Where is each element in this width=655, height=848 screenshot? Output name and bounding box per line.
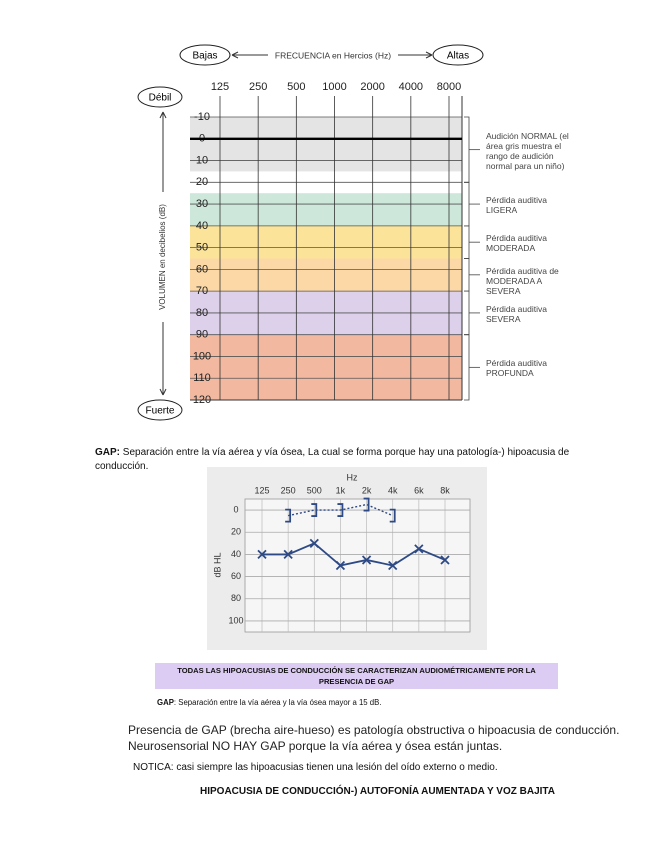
x-tick-label: 4k xyxy=(388,485,398,495)
band xyxy=(190,225,462,259)
x-tick-label: 500 xyxy=(287,81,305,93)
x-tick-label: 125 xyxy=(211,81,229,93)
gap-note: GAP: Separación entre la vía aérea y la … xyxy=(157,698,382,707)
y-tick-label: 80 xyxy=(196,307,208,319)
marker-x xyxy=(440,555,450,565)
band xyxy=(190,258,462,292)
x-tick-label: 500 xyxy=(307,485,322,495)
x-tick-label: 8k xyxy=(440,485,450,495)
highlight-box: TODAS LAS HIPOACUSIAS DE CONDUCCIÓN SE C… xyxy=(155,663,558,689)
y-tick-label: 70 xyxy=(196,285,208,297)
label-bg xyxy=(156,192,170,322)
gap-text: Separación entre la vía aérea y vía ósea… xyxy=(95,447,570,472)
band xyxy=(190,193,462,226)
label-ellipse xyxy=(179,44,231,66)
marker-bracket xyxy=(363,497,370,512)
marker-x xyxy=(309,538,319,548)
marker-bracket xyxy=(285,508,292,523)
y-tick-label: 10 xyxy=(196,154,208,166)
paragraph: Neurosensorial NO HAY GAP porque la vía … xyxy=(128,739,503,753)
y-tick-label: 110 xyxy=(193,372,211,384)
range-label: Pérdida auditiva MODERADA xyxy=(486,233,547,254)
x-tick-label: 2000 xyxy=(360,81,384,93)
y-tick-label: 100 xyxy=(193,350,211,362)
y-axis-label: VOLUMEN en decibelios (dB) xyxy=(158,204,167,310)
marker-bracket xyxy=(311,503,318,517)
marker-x xyxy=(361,555,372,565)
range-label: Pérdida auditiva LIGERA xyxy=(486,195,547,216)
range-bracket xyxy=(464,181,470,227)
y-top-label: Débil xyxy=(149,93,172,104)
range-label: Pérdida auditiva de MODERADA A SEVERA xyxy=(486,265,559,296)
range-bracket xyxy=(464,334,470,401)
x-tick-label: 250 xyxy=(281,485,296,495)
paragraph: Presencia de GAP (brecha aire-hueso) es … xyxy=(128,723,620,737)
note: NOTICA: casi siempre las hipoacusias tie… xyxy=(133,762,498,773)
marker-x xyxy=(335,560,346,571)
y-tick-label: 60 xyxy=(231,571,241,581)
y-tick-label: 20 xyxy=(231,527,241,537)
series-line xyxy=(287,503,393,517)
y-tick-label: 40 xyxy=(231,549,241,559)
y-tick-label: 90 xyxy=(196,329,208,341)
gap-term: GAP: xyxy=(95,447,120,458)
x-tick-label: 8000 xyxy=(437,81,461,93)
marker-x xyxy=(257,549,267,560)
y-tick-label: 20 xyxy=(196,176,208,188)
label-ellipse xyxy=(432,44,484,66)
y-tick-label: 60 xyxy=(196,263,208,275)
y-axis-label: dB HL xyxy=(212,552,222,577)
label-ellipse xyxy=(137,399,183,421)
gap-note-term: GAP xyxy=(157,698,174,707)
marker-bracket xyxy=(389,508,396,523)
x-tick-label: 6k xyxy=(414,485,424,495)
x-tick-label: 2k xyxy=(362,485,372,495)
x-tick-label: 125 xyxy=(254,485,269,495)
range-bracket xyxy=(464,116,470,183)
y-tick-label: 40 xyxy=(196,220,208,232)
range-label: Audición NORMAL (el área gris muestra el… xyxy=(486,131,569,171)
gap-note-text: : Separación entre la vía aérea y la vía… xyxy=(173,698,382,707)
chart-title: Hz xyxy=(347,472,358,482)
range-bracket xyxy=(464,225,470,259)
marker-x xyxy=(388,560,398,571)
paragraphs: Presencia de GAP (brecha aire-hueso) es … xyxy=(128,722,619,754)
x-tick-label: 250 xyxy=(249,81,267,93)
marker-bracket xyxy=(337,503,344,517)
marker-x xyxy=(283,549,293,560)
range-label: Pérdida auditiva PROFUNDA xyxy=(486,358,547,379)
plot-area xyxy=(244,498,471,633)
series-line xyxy=(262,542,446,567)
gap-definition: GAP: Separación entre la vía aérea y vía… xyxy=(95,446,595,474)
y-tick-label: 80 xyxy=(231,593,241,603)
band xyxy=(190,117,462,172)
y-bottom-label: Fuerte xyxy=(146,406,175,417)
range-bracket xyxy=(464,290,470,336)
y-tick-label: 50 xyxy=(196,242,208,254)
range-label: Pérdida auditiva SEVERA xyxy=(486,303,547,324)
x-tick-label: 1000 xyxy=(322,81,346,93)
marker-x xyxy=(414,544,424,554)
x-left-label: Bajas xyxy=(192,51,217,62)
arrow xyxy=(398,51,433,59)
band xyxy=(190,334,462,400)
conclusion: HIPOACUSIA DE CONDUCCIÓN-) AUTOFONÍA AUM… xyxy=(200,786,556,797)
y-tick-label: 30 xyxy=(196,198,208,210)
y-tick-label: -10 xyxy=(194,111,210,123)
x-tick-label: 4000 xyxy=(399,81,423,93)
x-axis-label: FRECUENCIA en Hercios (Hz) xyxy=(275,50,391,60)
arrow xyxy=(231,51,268,59)
x-tick-label: 1k xyxy=(336,485,346,495)
y-tick-label: 100 xyxy=(228,615,243,625)
y-tick-label: 0 xyxy=(233,504,238,514)
x-right-label: Altas xyxy=(447,51,469,62)
range-bracket xyxy=(464,258,470,292)
label-ellipse xyxy=(137,86,183,108)
